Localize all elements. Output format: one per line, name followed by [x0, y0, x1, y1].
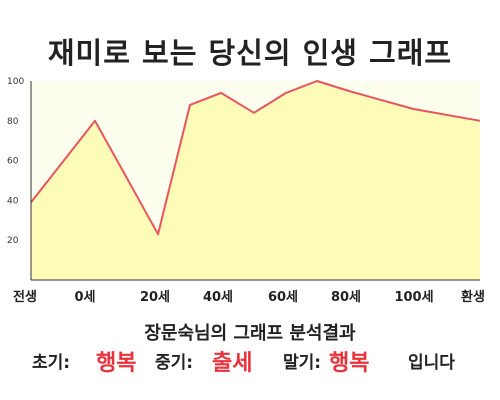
x-tick-label: 80세: [331, 290, 361, 305]
x-tick-label: 환생: [461, 289, 485, 305]
early-value: 행복: [96, 351, 137, 376]
early-label: 초기:: [32, 353, 71, 373]
late-label: 말기:: [283, 353, 322, 373]
mid-label: 중기:: [155, 353, 194, 373]
y-tick-label: 100: [7, 77, 24, 87]
late-value: 행복: [329, 351, 370, 376]
ending-text: 입니다: [408, 353, 455, 373]
series-line: [30, 80, 481, 236]
analysis-heading: 장문숙님의 그래프 분석결과: [144, 323, 356, 344]
y-tick-label: 20: [7, 236, 19, 246]
y-tick-label: 60: [7, 157, 19, 167]
chart-title: 재미로 보는 당신의 인생 그래프: [47, 36, 453, 70]
x-tick-label: 20세: [140, 290, 170, 305]
x-tick-label: 100세: [394, 290, 433, 305]
mid-value: 출세: [212, 351, 253, 376]
x-tick-label: 0세: [74, 290, 95, 305]
y-tick-label: 40: [7, 196, 19, 206]
y-tick-label: 80: [7, 117, 19, 127]
area-fill: [31, 81, 480, 280]
x-tick-label: 전생: [13, 289, 37, 305]
x-tick-label: 40세: [203, 290, 233, 305]
x-tick-label: 60세: [268, 290, 298, 305]
